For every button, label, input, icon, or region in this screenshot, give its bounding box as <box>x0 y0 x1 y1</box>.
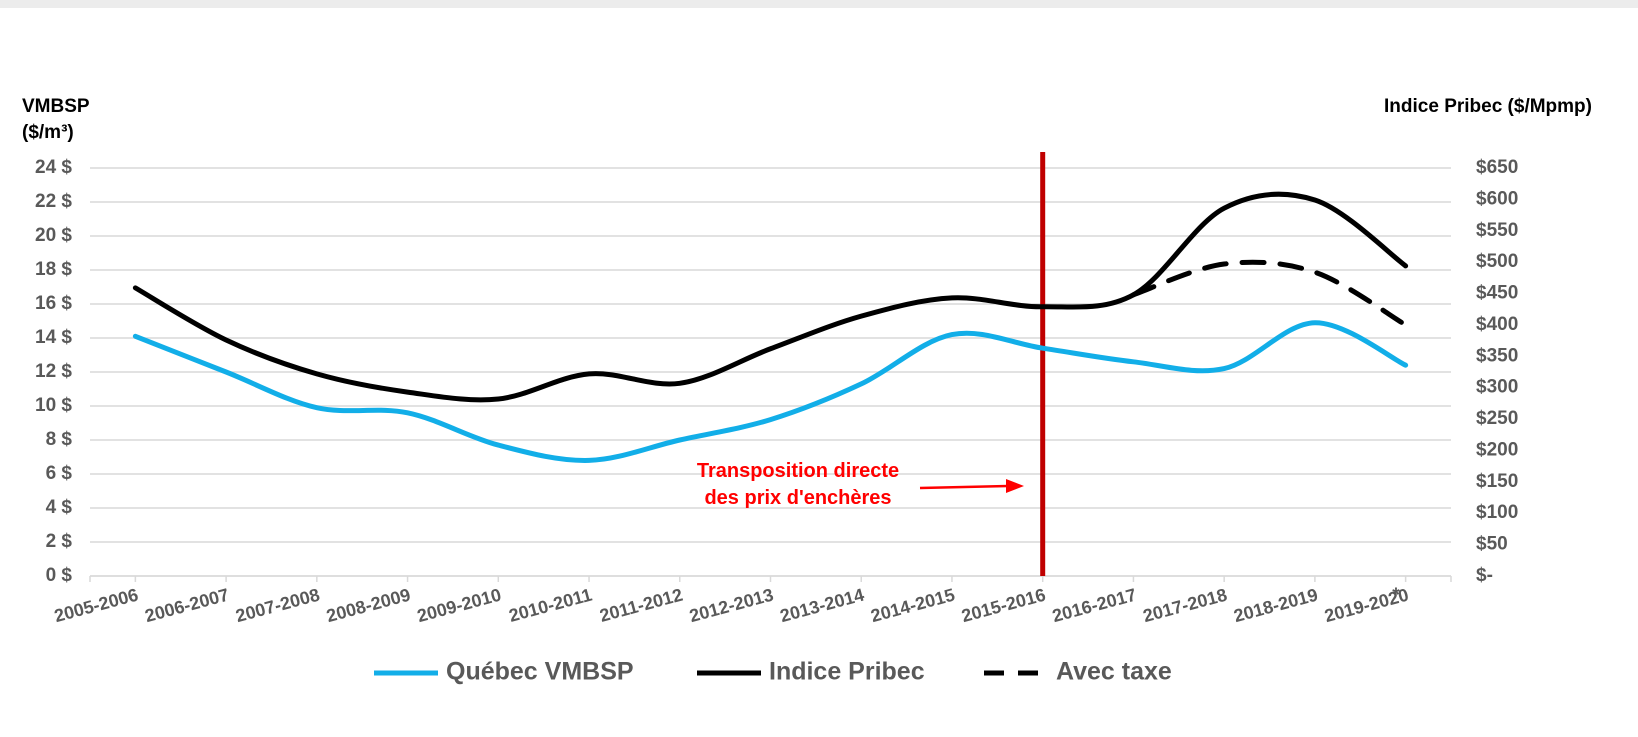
y-axis-title: VMBSP <box>22 96 90 117</box>
x-tick-label: 2012-2013 <box>687 585 775 627</box>
legend-label: Québec VMBSP <box>446 658 634 686</box>
y2-tick-label: $100 <box>1476 502 1518 523</box>
y-tick-label: 4 $ <box>46 497 73 518</box>
x-tick-label: 2010-2011 <box>507 585 594 626</box>
y2-tick-label: $- <box>1476 565 1493 586</box>
y-axis-title: ($/m³) <box>22 122 74 143</box>
x-tick-label: 2014-2015 <box>869 585 957 627</box>
y-tick-label: 18 $ <box>35 259 72 280</box>
y2-axis-title: Indice Pribec ($/Mpmp) <box>1384 96 1592 117</box>
y-tick-label: 22 $ <box>35 191 72 212</box>
series-line <box>132 191 1409 403</box>
x-tick-label: 2008-2009 <box>324 585 412 627</box>
x-tick-label: 2017-2018 <box>1141 585 1229 627</box>
x-tick-label: 2013-2014 <box>778 585 866 627</box>
series-line <box>1130 259 1409 328</box>
y2-tick-label: $200 <box>1476 439 1518 460</box>
y-tick-label: 12 $ <box>35 361 72 382</box>
x-tick-label: 2006-2007 <box>143 585 231 627</box>
y-tick-label: 6 $ <box>46 463 73 484</box>
annotation-arrowhead <box>1006 479 1024 493</box>
series-line <box>132 320 1409 463</box>
y2-tick-label: $550 <box>1476 220 1518 241</box>
legend-label: Avec taxe <box>1056 658 1172 686</box>
footnote-mark: * <box>1392 585 1400 606</box>
y2-tick-label: $350 <box>1476 345 1518 366</box>
y2-tick-label: $500 <box>1476 251 1518 272</box>
y2-tick-label: $650 <box>1476 157 1518 178</box>
x-tick-label: 2016-2017 <box>1050 585 1138 627</box>
x-tick-label: 2015-2016 <box>959 585 1047 627</box>
annotation-arrow <box>919 484 1009 490</box>
y2-tick-label: $150 <box>1476 471 1518 492</box>
annotation: Transposition directe <box>697 460 899 482</box>
x-tick-label: 2005-2006 <box>52 585 140 627</box>
x-tick-label: 2009-2010 <box>415 585 503 627</box>
y2-tick-label: $450 <box>1476 283 1518 304</box>
y2-tick-label: $250 <box>1476 408 1518 429</box>
legend-label: Indice Pribec <box>769 658 925 686</box>
x-tick-label: 2018-2019 <box>1232 585 1320 627</box>
y2-tick-label: $600 <box>1476 188 1518 209</box>
y-tick-label: 8 $ <box>46 429 73 450</box>
y2-tick-label: $300 <box>1476 377 1518 398</box>
y-tick-label: 20 $ <box>35 225 72 246</box>
annotation: des prix d'enchères <box>704 487 891 509</box>
x-tick-label: 2011-2012 <box>597 585 684 626</box>
y-tick-label: 10 $ <box>35 395 72 416</box>
y2-tick-label: $50 <box>1476 534 1508 555</box>
y-tick-label: 14 $ <box>35 327 72 348</box>
x-tick-label: 2007-2008 <box>234 585 322 627</box>
y-tick-label: 2 $ <box>46 531 73 552</box>
top-bar <box>0 0 1638 8</box>
y-tick-label: 0 $ <box>46 565 73 586</box>
y-tick-label: 16 $ <box>35 293 72 314</box>
y2-tick-label: $400 <box>1476 314 1518 335</box>
y-tick-label: 24 $ <box>35 157 72 178</box>
